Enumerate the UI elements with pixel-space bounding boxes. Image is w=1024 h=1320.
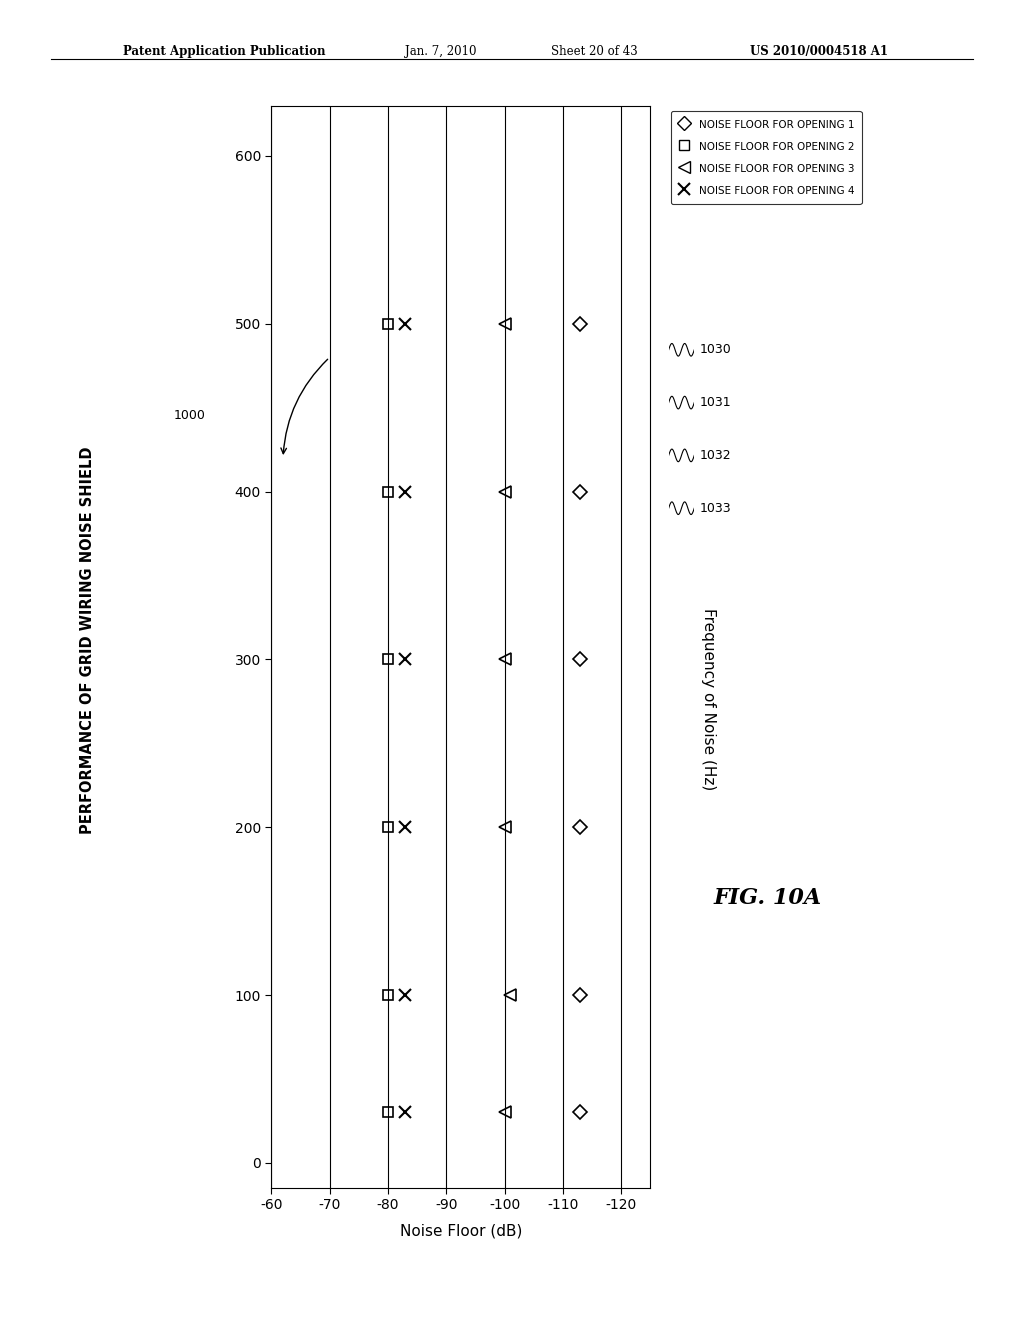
Line: NOISE FLOOR FOR OPENING 1: NOISE FLOOR FOR OPENING 1 <box>575 319 585 1117</box>
NOISE FLOOR FOR OPENING 3 <box>499 1105 511 1121</box>
NOISE FLOOR FOR OPENING 3 <box>504 987 516 1003</box>
NOISE FLOOR FOR OPENING 3 <box>499 652 511 668</box>
NOISE FLOOR FOR OPENING 4 <box>399 483 412 499</box>
NOISE FLOOR FOR OPENING 2 <box>382 987 394 1003</box>
NOISE FLOOR FOR OPENING 1 <box>574 483 587 499</box>
NOISE FLOOR FOR OPENING 4 <box>399 315 412 331</box>
Line: NOISE FLOOR FOR OPENING 3: NOISE FLOOR FOR OPENING 3 <box>499 318 516 1118</box>
NOISE FLOOR FOR OPENING 1 <box>574 652 587 668</box>
Line: NOISE FLOOR FOR OPENING 2: NOISE FLOOR FOR OPENING 2 <box>383 319 393 1117</box>
Text: 1033: 1033 <box>699 502 731 515</box>
Text: Jan. 7, 2010: Jan. 7, 2010 <box>404 45 476 58</box>
NOISE FLOOR FOR OPENING 2 <box>382 1105 394 1121</box>
X-axis label: Noise Floor (dB): Noise Floor (dB) <box>399 1224 522 1238</box>
Text: 1030: 1030 <box>699 343 731 356</box>
Legend: NOISE FLOOR FOR OPENING 1, NOISE FLOOR FOR OPENING 2, NOISE FLOOR FOR OPENING 3,: NOISE FLOOR FOR OPENING 1, NOISE FLOOR F… <box>671 111 861 205</box>
Text: 1032: 1032 <box>699 449 731 462</box>
NOISE FLOOR FOR OPENING 4 <box>399 987 412 1003</box>
NOISE FLOOR FOR OPENING 3 <box>499 820 511 836</box>
NOISE FLOOR FOR OPENING 2 <box>382 652 394 668</box>
Text: US 2010/0004518 A1: US 2010/0004518 A1 <box>751 45 888 58</box>
NOISE FLOOR FOR OPENING 2 <box>382 483 394 499</box>
Text: FIG. 10A: FIG. 10A <box>714 887 822 908</box>
Text: PERFORMANCE OF GRID WIRING NOISE SHIELD: PERFORMANCE OF GRID WIRING NOISE SHIELD <box>80 446 94 834</box>
NOISE FLOOR FOR OPENING 2 <box>382 820 394 836</box>
NOISE FLOOR FOR OPENING 4 <box>399 1105 412 1121</box>
NOISE FLOOR FOR OPENING 3 <box>499 483 511 499</box>
Text: Patent Application Publication: Patent Application Publication <box>123 45 326 58</box>
NOISE FLOOR FOR OPENING 1 <box>574 1105 587 1121</box>
NOISE FLOOR FOR OPENING 1 <box>574 315 587 331</box>
Text: 1000: 1000 <box>173 409 206 422</box>
NOISE FLOOR FOR OPENING 4 <box>399 652 412 668</box>
Text: Sheet 20 of 43: Sheet 20 of 43 <box>551 45 637 58</box>
Text: Frequency of Noise (Hz): Frequency of Noise (Hz) <box>701 609 717 791</box>
NOISE FLOOR FOR OPENING 3 <box>499 315 511 331</box>
NOISE FLOOR FOR OPENING 1 <box>574 820 587 836</box>
NOISE FLOOR FOR OPENING 1 <box>574 987 587 1003</box>
Text: 1031: 1031 <box>699 396 731 409</box>
Line: NOISE FLOOR FOR OPENING 4: NOISE FLOOR FOR OPENING 4 <box>399 318 411 1118</box>
NOISE FLOOR FOR OPENING 2 <box>382 315 394 331</box>
NOISE FLOOR FOR OPENING 4 <box>399 820 412 836</box>
